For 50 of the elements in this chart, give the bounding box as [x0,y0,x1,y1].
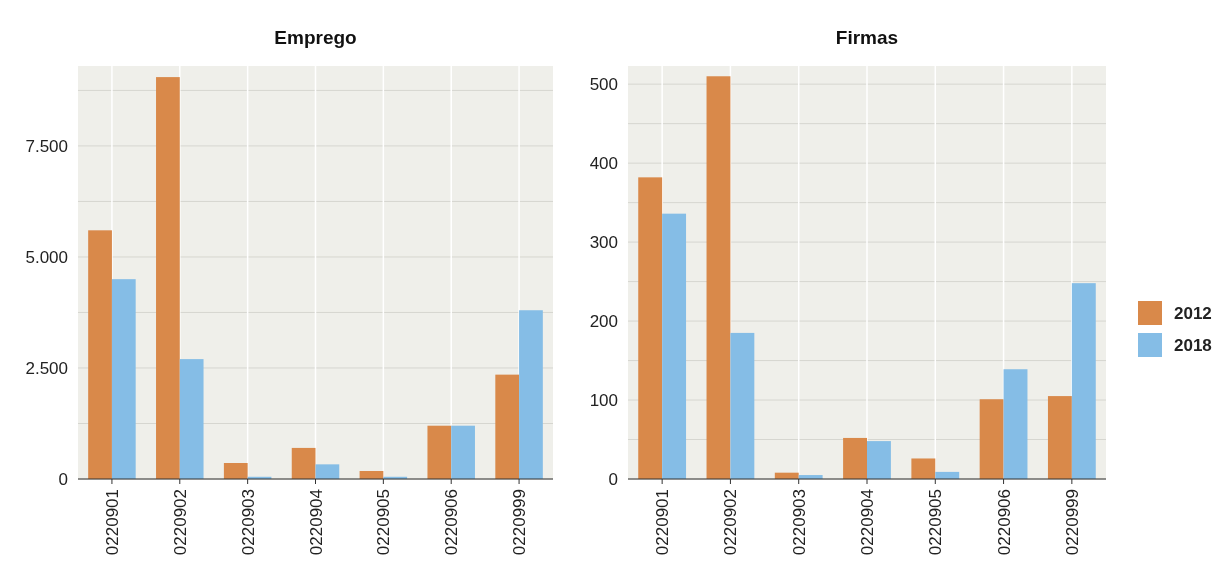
legend-label: 2012 [1174,303,1212,323]
x-tick-label: 0220906 [994,489,1014,556]
y-tick-label: 7.500 [25,136,68,156]
y-tick-label: 200 [589,312,618,332]
bar [1071,283,1096,479]
x-tick-label: 0220904 [858,489,877,556]
y-tick-label: 0 [58,469,68,489]
bar [315,464,340,479]
bar [911,458,936,479]
y-tick-label: 500 [589,75,618,95]
x-tick-label: 0220904 [306,489,326,556]
bar [111,279,136,479]
x-tick-label: 0220905 [926,489,946,556]
x-tick-label: 0220902 [170,489,190,556]
x-tick-label: 0220901 [653,489,673,556]
bar [495,374,520,479]
legend-label: 2018 [1174,335,1212,355]
bar [706,76,731,479]
bar [662,213,687,479]
bar [1047,396,1072,479]
x-tick-label: 0220902 [721,489,741,556]
bar [156,77,180,479]
x-tick-label: 0220999 [510,489,530,556]
bar [223,463,248,479]
y-tick-label: 400 [589,154,618,174]
bar [179,359,204,479]
bar [519,310,543,479]
bar [451,425,475,479]
bar [638,177,663,479]
y-tick-label: 300 [589,233,618,253]
bar [867,441,891,479]
x-tick-label: 0220901 [102,489,122,556]
bar [730,332,755,479]
y-tick-label: 2.500 [25,358,68,378]
y-tick-label: 100 [589,390,618,410]
x-tick-label: 0220905 [374,489,394,556]
bar [291,447,316,479]
y-tick-label: 5.000 [25,247,68,267]
bar [427,425,452,479]
x-tick-label: 0220903 [789,489,809,556]
x-tick-label: 0220906 [442,489,462,556]
chart-title: Emprego [274,27,357,48]
bar [843,437,867,479]
x-tick-label: 0220903 [238,489,258,556]
y-tick-label: 0 [608,469,618,489]
bar [88,230,112,479]
bar [979,399,1004,479]
x-tick-label: 0220999 [1062,489,1082,556]
bar [1003,369,1028,479]
chart-title: Firmas [835,27,899,48]
